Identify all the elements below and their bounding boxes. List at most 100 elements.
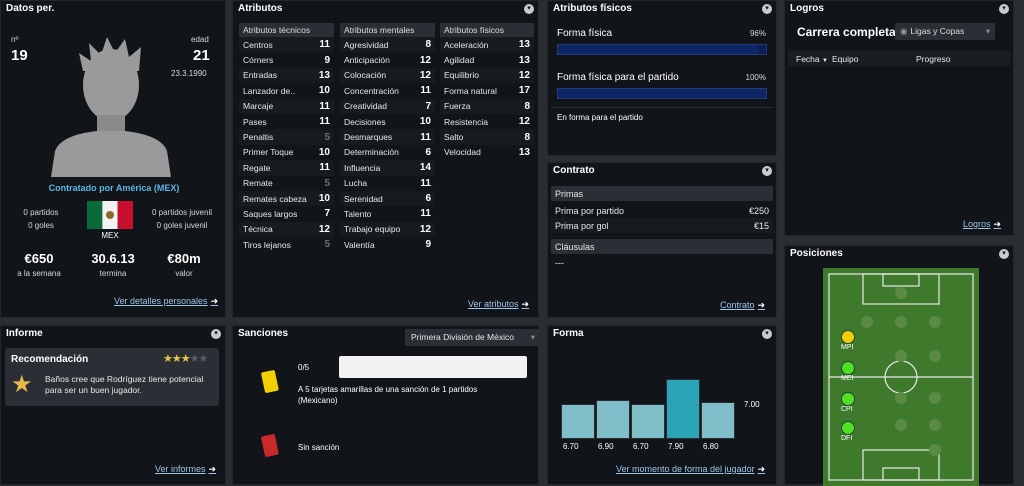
attribute-row[interactable]: Marcaje 11 bbox=[239, 98, 334, 114]
col-date[interactable]: Fecha ▼ bbox=[796, 54, 828, 64]
attribute-row[interactable]: Trabajo equipo 12 bbox=[340, 221, 435, 238]
position-dot[interactable] bbox=[841, 361, 855, 375]
attribute-row[interactable]: Forma natural 17 bbox=[440, 83, 534, 98]
attribute-row[interactable]: Determinación 6 bbox=[340, 145, 435, 160]
competition-filter[interactable]: ◉ Ligas y Copas ▾ bbox=[895, 23, 995, 40]
link-text: Ver informes bbox=[155, 464, 206, 474]
attribute-row[interactable]: Velocidad 13 bbox=[440, 145, 534, 160]
fitness-panel: Atributos físicos ▾ Forma física 96% For… bbox=[547, 0, 777, 156]
form-bar[interactable] bbox=[596, 400, 630, 439]
attribute-row[interactable]: Colocación 12 bbox=[340, 67, 435, 84]
attribute-row[interactable]: Lucha 11 bbox=[340, 176, 435, 191]
attribute-value: 11 bbox=[319, 100, 330, 112]
panel-menu-icon[interactable]: ▾ bbox=[524, 4, 534, 14]
attribute-value: 7 bbox=[425, 100, 431, 112]
personal-details-link[interactable]: Ver detalles personales ➜ bbox=[114, 296, 218, 307]
form-bar[interactable] bbox=[701, 402, 735, 439]
attribute-row[interactable]: Anticipación 12 bbox=[340, 52, 435, 67]
panel-menu-icon[interactable]: ▾ bbox=[762, 329, 772, 339]
physical-attributes: Atributos físicos Aceleración 13 Agilidad 1… bbox=[440, 23, 534, 160]
attribute-value: 13 bbox=[518, 146, 530, 158]
position-dot[interactable] bbox=[841, 392, 855, 406]
competition-select[interactable]: Primera División de México ▾ bbox=[405, 329, 539, 346]
attribute-label: Primer Toque bbox=[243, 147, 294, 158]
link-text: Logros bbox=[963, 219, 991, 229]
attribute-row[interactable]: Salto 8 bbox=[440, 129, 534, 145]
col-team[interactable]: Equipo bbox=[832, 54, 859, 64]
panel-title: Datos per. bbox=[6, 3, 55, 14]
attribute-row[interactable]: Regate 11 bbox=[239, 160, 334, 176]
form-value-label: 7.90 bbox=[668, 442, 684, 451]
form-bar[interactable] bbox=[561, 404, 595, 439]
attribute-row[interactable]: Remate 5 bbox=[239, 176, 334, 191]
attribute-row[interactable]: Agilidad 13 bbox=[440, 52, 534, 67]
attribute-row[interactable]: Tiros lejanos 5 bbox=[239, 237, 334, 252]
panel-menu-icon[interactable]: ▾ bbox=[999, 4, 1009, 14]
recommendation-card[interactable]: Recomendación ★★★★★ ★ Baños cree que Rod… bbox=[5, 348, 219, 406]
attributes-link[interactable]: Ver atributos ➜ bbox=[468, 299, 529, 310]
contract-note[interactable]: Contratado por América (MEX) bbox=[48, 183, 180, 193]
attribute-row[interactable]: Remates cabeza 10 bbox=[239, 190, 334, 207]
position-dot[interactable] bbox=[841, 330, 855, 344]
panel-menu-icon[interactable]: ▾ bbox=[999, 249, 1009, 259]
attribute-row[interactable]: Primer Toque 10 bbox=[239, 145, 334, 160]
panel-menu-icon[interactable]: ▾ bbox=[762, 166, 772, 176]
mental-attributes: Atributos mentales Agresividad 8 Anticipac… bbox=[340, 23, 435, 252]
attr-list: Agresividad 8 Anticipación 12 Colocación 12 Co… bbox=[340, 37, 435, 252]
attribute-label: Desmarques bbox=[344, 132, 393, 143]
attribute-row[interactable]: Talento 11 bbox=[340, 206, 435, 221]
column-header: Atributos físicos bbox=[440, 23, 534, 37]
attribute-row[interactable]: Saques largos 7 bbox=[239, 206, 334, 221]
form-bar[interactable] bbox=[631, 404, 665, 439]
attribute-row[interactable]: Desmarques 11 bbox=[340, 129, 435, 145]
attribute-label: Serenidad bbox=[344, 193, 383, 204]
reports-link[interactable]: Ver informes ➜ bbox=[155, 464, 216, 475]
attribute-row[interactable]: Pases 11 bbox=[239, 114, 334, 129]
attribute-row[interactable]: Valentía 9 bbox=[340, 237, 435, 252]
position-dot[interactable] bbox=[841, 421, 855, 435]
recommendation-text: Baños cree que Rodríguez tiene potencial… bbox=[45, 374, 204, 395]
match-fitness-label: Forma física para el partido bbox=[557, 72, 679, 83]
age-value: 21 bbox=[193, 47, 210, 64]
attribute-row[interactable]: Concentración 11 bbox=[340, 83, 435, 98]
attribute-label: Resistencia bbox=[444, 116, 488, 127]
attribute-row[interactable]: Córners 9 bbox=[239, 52, 334, 67]
attribute-row[interactable]: Creatividad 7 bbox=[340, 98, 435, 114]
attribute-row[interactable]: Serenidad 6 bbox=[340, 190, 435, 207]
form-bar[interactable] bbox=[666, 379, 700, 439]
attribute-row[interactable]: Resistencia 12 bbox=[440, 114, 534, 129]
attribute-row[interactable]: Aceleración 13 bbox=[440, 37, 534, 53]
attribute-row[interactable]: Fuerza 8 bbox=[440, 98, 534, 114]
form-link[interactable]: Ver momento de forma del jugador ➜ bbox=[616, 464, 765, 475]
matches-count: 0 partidos bbox=[23, 208, 59, 217]
attribute-value: 10 bbox=[318, 146, 330, 158]
attribute-row[interactable]: Entradas 13 bbox=[239, 67, 334, 84]
attribute-label: Centros bbox=[243, 39, 273, 50]
link-text: Contrato bbox=[720, 300, 755, 310]
arrow-right-icon: ➜ bbox=[757, 300, 766, 310]
contract-link[interactable]: Contrato ➜ bbox=[720, 300, 765, 311]
panel-title: Atributos bbox=[238, 3, 283, 14]
attribute-row[interactable]: Técnica 12 bbox=[239, 221, 334, 238]
attributes-panel: Atributos ▾ Atributos técnicos Centros 11… bbox=[232, 0, 539, 318]
yellow-progress-bar bbox=[339, 356, 527, 378]
panel-menu-icon[interactable]: ▾ bbox=[762, 4, 772, 14]
attribute-value: 12 bbox=[318, 223, 330, 235]
attribute-label: Forma natural bbox=[444, 85, 497, 96]
attribute-value: 6 bbox=[425, 193, 431, 205]
attribute-row[interactable]: Lanzador de.. 10 bbox=[239, 83, 334, 98]
attribute-label: Agilidad bbox=[444, 55, 475, 66]
attribute-label: Lanzador de.. bbox=[243, 85, 295, 96]
attribute-row[interactable]: Agresividad 8 bbox=[340, 37, 435, 53]
bonus-header: Primas bbox=[551, 186, 773, 201]
panel-menu-icon[interactable]: ▾ bbox=[211, 329, 221, 339]
achievements-link[interactable]: Logros ➜ bbox=[963, 219, 1001, 230]
attribute-row[interactable]: Equilibrio 12 bbox=[440, 67, 534, 84]
attribute-row[interactable]: Centros 11 bbox=[239, 37, 334, 53]
match-fitness-value: 100% bbox=[745, 73, 766, 82]
attribute-row[interactable]: Penaltis 5 bbox=[239, 129, 334, 145]
attribute-row[interactable]: Influencia 14 bbox=[340, 160, 435, 176]
attribute-label: Influencia bbox=[344, 162, 381, 173]
col-progress[interactable]: Progreso bbox=[916, 54, 951, 64]
attribute-row[interactable]: Decisiones 10 bbox=[340, 114, 435, 129]
